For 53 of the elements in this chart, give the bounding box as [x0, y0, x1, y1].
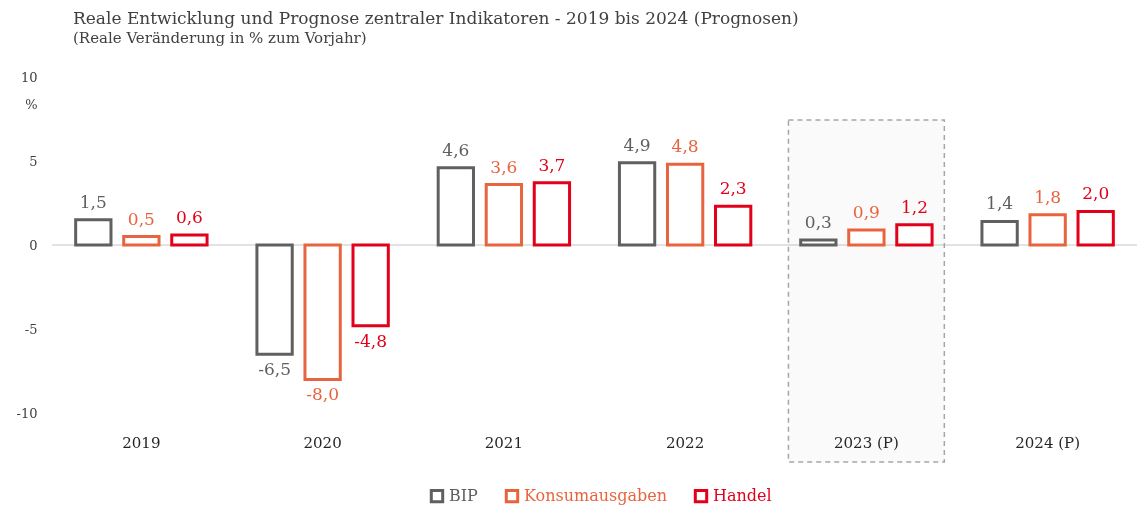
bar: [799, 238, 838, 247]
bar: [484, 183, 524, 247]
data-label: 2,0: [1082, 183, 1110, 204]
y-tick-label: 0: [29, 237, 38, 253]
x-tick-label: 2022: [666, 433, 705, 452]
legend-label: Konsumausgaben: [524, 486, 667, 506]
data-label: -8,0: [306, 384, 340, 405]
x-tick-label: 2024 (P): [1015, 433, 1081, 452]
y-tick-label: -10: [16, 405, 38, 421]
bar: [170, 233, 209, 247]
data-label: 1,4: [986, 193, 1014, 214]
y-tick-label: -5: [24, 321, 38, 337]
data-label: 1,8: [1034, 186, 1062, 207]
data-label: 1,5: [79, 191, 107, 212]
bar: [617, 161, 657, 247]
data-label: 3,6: [490, 156, 518, 177]
legend-label: Handel: [713, 486, 772, 506]
bar: [74, 218, 113, 247]
data-label: 2,3: [719, 178, 747, 199]
bar: [847, 228, 886, 247]
bar: [714, 204, 753, 247]
bar: [1028, 213, 1067, 247]
bar: [303, 243, 342, 381]
data-label: 0,9: [852, 201, 880, 222]
data-label: 0,5: [127, 208, 155, 229]
x-tick-label: 2021: [484, 433, 523, 452]
bar: [122, 235, 161, 247]
bar: [436, 166, 475, 247]
bar: [1076, 209, 1115, 247]
y-axis-title: %: [25, 96, 38, 112]
data-label: 3,7: [538, 154, 566, 175]
x-tick-label: 2019: [122, 433, 161, 452]
data-label: 1,2: [900, 196, 928, 217]
chart-subtitle: (Reale Veränderung in % zum Vorjahr): [73, 29, 367, 47]
chart-title: Reale Entwicklung und Prognose zentraler Indikatoren - 2019 bis 2024 (Prognosen): [73, 8, 799, 28]
data-label: 4,9: [623, 134, 651, 155]
bar: [255, 243, 294, 356]
bar: [351, 243, 390, 328]
x-tick-label: 2023 (P): [834, 433, 899, 452]
data-label: 0,3: [804, 211, 832, 232]
legend-label: BIP: [449, 486, 479, 506]
bar: [665, 162, 705, 247]
data-label: -4,8: [354, 330, 388, 351]
data-label: 4,6: [442, 139, 470, 160]
bar: [895, 223, 934, 247]
data-label: -6,5: [258, 359, 291, 380]
bar: [532, 181, 572, 247]
data-label: 4,8: [671, 136, 699, 157]
bar: [980, 219, 1019, 247]
y-tick-label: 10: [20, 69, 38, 85]
data-label: 0,6: [175, 206, 203, 227]
y-tick-label: 5: [29, 153, 38, 169]
x-tick-label: 2020: [303, 433, 342, 452]
